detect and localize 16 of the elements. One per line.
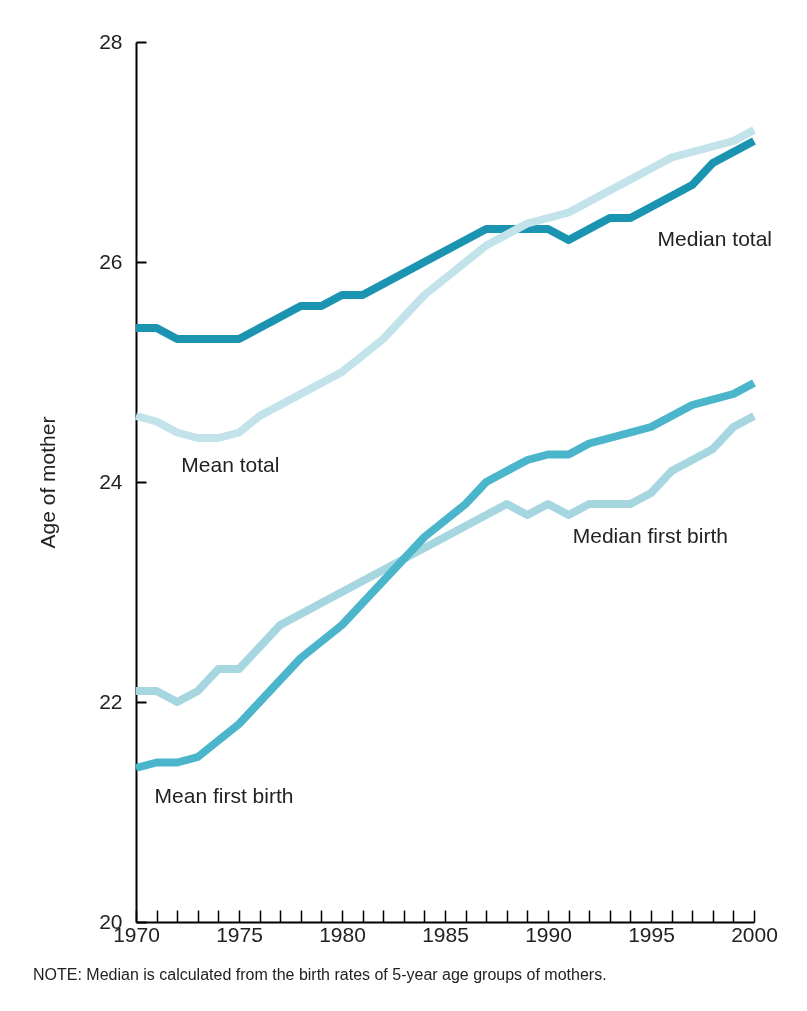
x-tick-label: 1980 xyxy=(319,922,366,946)
x-tick-label: 1985 xyxy=(422,922,469,946)
series-label: Mean total xyxy=(181,452,280,476)
series-label: Mean first birth xyxy=(154,783,294,807)
text: NOTE: Median is calculated from the birth rates of 5-year age groups of mothers. xyxy=(33,966,607,983)
x-tick-label: 1990 xyxy=(525,922,572,946)
y-tick-label: 26 xyxy=(99,249,123,273)
y-tick-label: 24 xyxy=(99,469,123,493)
y-axis-title: Age of mother xyxy=(36,416,60,549)
x-tick-label: 1975 xyxy=(216,922,263,946)
y-tick-label: 28 xyxy=(99,29,123,53)
x-tick-label: 2000 xyxy=(731,922,778,946)
series-label: Median total xyxy=(657,227,772,250)
y-tick-label: 22 xyxy=(99,689,123,713)
x-tick-label: 1995 xyxy=(628,922,675,946)
series-label: Median first birth xyxy=(572,524,728,547)
